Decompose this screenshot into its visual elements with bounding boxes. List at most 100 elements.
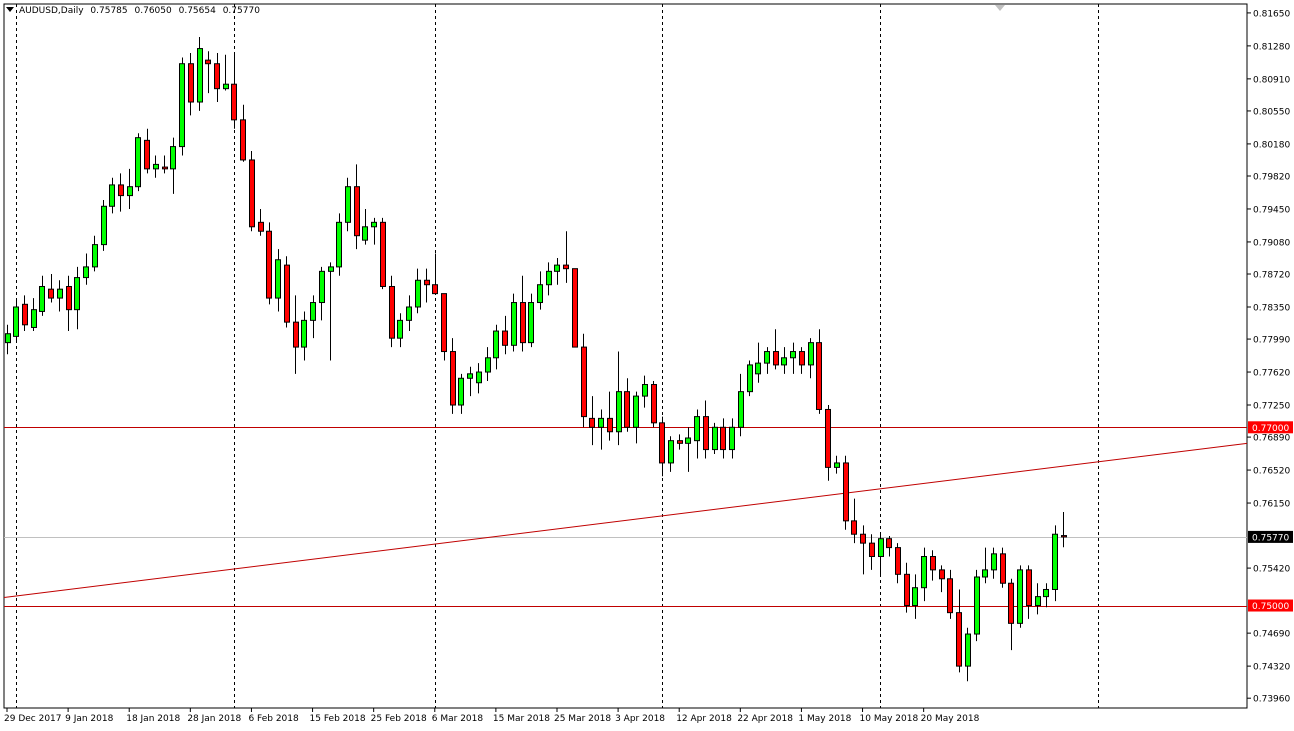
candle-body	[659, 422, 665, 464]
candle-body	[310, 302, 316, 321]
plot-frame	[3, 3, 1248, 709]
candle	[1043, 583, 1049, 608]
candle-body	[537, 284, 543, 304]
candle	[424, 268, 430, 303]
candle-body	[554, 264, 560, 272]
dropdown-triangle-icon[interactable]	[6, 7, 14, 12]
candle	[642, 375, 648, 408]
candle	[825, 405, 831, 481]
candle	[755, 342, 761, 383]
current-price-tag-bg	[1248, 530, 1293, 543]
candle-body	[781, 357, 787, 366]
candle-body	[66, 285, 72, 311]
candle-body	[528, 302, 534, 344]
candle-body	[415, 279, 421, 308]
candle	[537, 271, 543, 310]
candle	[982, 547, 988, 584]
candle-body	[633, 395, 639, 428]
candle	[406, 295, 412, 332]
candle-body	[424, 279, 430, 286]
chart-header: AUDUSD,Daily 0.75785 0.76050 0.75654 0.7…	[6, 6, 260, 16]
candle-body	[485, 357, 491, 373]
candle	[127, 168, 133, 209]
y-tick-label: 0.75420	[1253, 565, 1290, 575]
candle-body	[825, 408, 831, 468]
candle	[22, 295, 28, 332]
y-tick-label: 0.78720	[1253, 271, 1290, 281]
candle	[284, 256, 290, 328]
candle	[31, 298, 37, 332]
candle	[197, 36, 203, 111]
y-tick-label: 0.79450	[1253, 205, 1290, 215]
candle	[895, 543, 901, 584]
candle	[1052, 525, 1058, 602]
candle	[729, 418, 735, 459]
high-value: 0.76050	[134, 6, 172, 16]
candle-body	[581, 346, 587, 418]
candle-body	[956, 612, 962, 667]
candle-body	[328, 266, 334, 272]
candle-body	[397, 319, 403, 339]
candle-body	[275, 259, 281, 299]
candle-body	[1061, 535, 1067, 538]
candle	[1000, 547, 1006, 588]
candle	[616, 351, 622, 446]
candle	[476, 363, 482, 394]
candle-body	[651, 384, 657, 424]
y-tick-label: 0.76150	[1253, 500, 1290, 510]
candle-body	[301, 319, 307, 348]
candle	[520, 275, 526, 352]
candle	[581, 333, 587, 428]
candle	[293, 295, 299, 374]
x-tick-label: 1 May 2018	[798, 714, 851, 724]
candle	[633, 391, 639, 444]
candle-body	[476, 371, 482, 384]
candle-body	[642, 384, 648, 397]
candle	[878, 532, 884, 575]
candle	[974, 569, 980, 642]
candle	[319, 266, 325, 321]
candle-body	[179, 63, 185, 148]
y-tick-label: 0.80180	[1253, 140, 1290, 150]
chart-shift-icon	[995, 5, 1005, 11]
candle	[624, 378, 630, 432]
candle	[511, 293, 517, 352]
candle	[991, 547, 997, 579]
candle	[432, 253, 438, 295]
open-value: 0.75785	[90, 6, 128, 16]
candle-body	[109, 184, 115, 207]
candle-body	[13, 306, 19, 337]
candle-body	[162, 166, 168, 170]
candle-body	[188, 63, 194, 103]
candle-body	[197, 48, 203, 103]
candle-body	[834, 462, 840, 468]
candle	[1017, 565, 1023, 628]
candle-body	[816, 342, 822, 410]
candle-body	[755, 362, 761, 375]
candle-body	[214, 63, 220, 90]
candle	[703, 400, 709, 459]
candle-body	[843, 462, 849, 522]
candle	[485, 347, 491, 381]
candle	[441, 293, 447, 361]
candle-body	[39, 285, 45, 312]
candle	[685, 427, 691, 472]
candle-body	[319, 270, 325, 304]
candle	[380, 217, 386, 290]
candle	[1008, 578, 1014, 651]
candle	[467, 366, 473, 397]
candle	[345, 177, 351, 232]
candle	[668, 436, 674, 472]
candle-body	[345, 186, 351, 223]
candle-body	[127, 186, 133, 197]
x-tick-label: 10 May 2018	[860, 714, 919, 724]
candle-body	[738, 391, 744, 428]
candle	[651, 380, 657, 428]
candle-body	[511, 302, 517, 346]
y-tick-label: 0.77620	[1253, 369, 1290, 379]
candle	[808, 338, 814, 379]
candle	[188, 53, 194, 116]
candle	[153, 155, 159, 178]
